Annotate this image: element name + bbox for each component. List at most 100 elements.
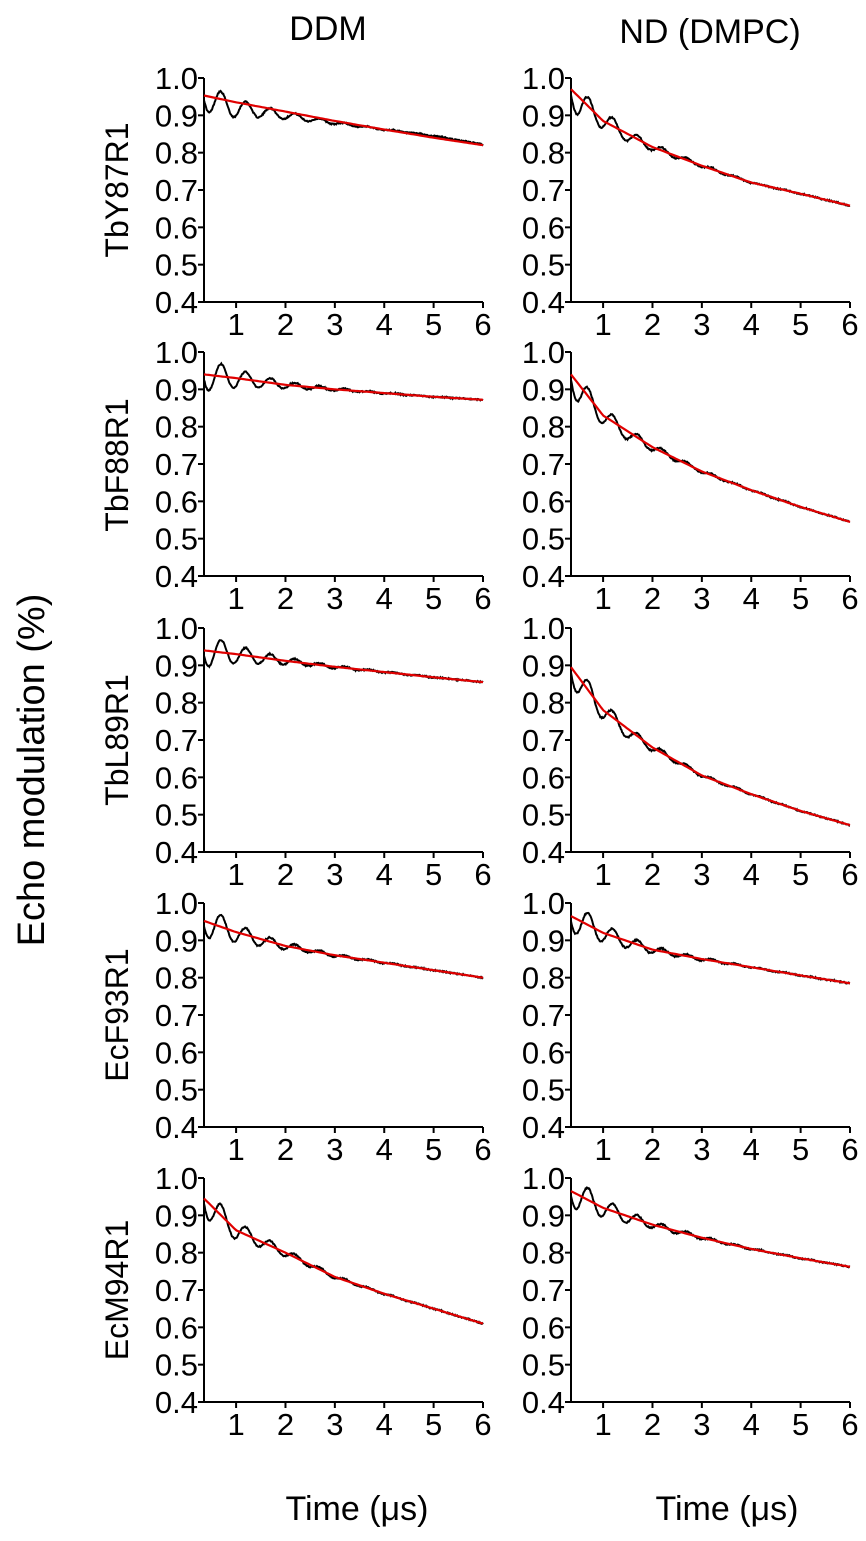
x-tick-label: 6 <box>841 307 858 342</box>
data-trace <box>203 89 484 147</box>
x-tick-label: 1 <box>594 1407 611 1442</box>
x-tick-label: 5 <box>425 307 442 342</box>
x-tick-label: 2 <box>644 307 661 342</box>
x-tick-label: 5 <box>425 857 442 892</box>
y-tick-label: 1.0 <box>522 61 565 96</box>
panel-tbf88r1-ddm: 0.40.50.60.70.80.91.0 1 2 3 4 5 6 <box>155 335 492 616</box>
x-tick-label: 6 <box>841 857 858 892</box>
x-tick-label: 1 <box>227 1132 244 1167</box>
row-label-tbl89r1: TbL89R1 <box>99 674 135 806</box>
x-tick-label: 2 <box>277 307 294 342</box>
y-tick-label: 0.6 <box>522 484 565 519</box>
panel-ecf93r1-nd-dmpc: 0.40.50.60.70.80.91.0 1 2 3 4 5 6 <box>522 886 859 1167</box>
y-tick-label: 0.4 <box>155 285 198 320</box>
fit-curve <box>203 94 484 147</box>
y-tick-label: 0.8 <box>155 686 198 721</box>
x-tick-label: 5 <box>792 857 809 892</box>
y-tick-label: 0.4 <box>155 1110 198 1145</box>
x-tick-label: 5 <box>425 1132 442 1167</box>
y-tick-label: 0.8 <box>155 1236 198 1271</box>
x-tick-label: 4 <box>743 1407 760 1442</box>
y-tick-label: 0.5 <box>522 798 565 833</box>
panel-ecf93r1-ddm: 0.40.50.60.70.80.91.0 1 2 3 4 5 6 <box>155 886 492 1167</box>
y-tick-label: 0.7 <box>522 723 565 758</box>
x-tick-label: 1 <box>227 1407 244 1442</box>
x-tick-label: 1 <box>594 581 611 616</box>
x-tick-label: 3 <box>693 307 710 342</box>
data-trace <box>570 1186 851 1269</box>
y-tick-label: 0.5 <box>155 1348 198 1383</box>
y-tick-label: 1.0 <box>522 611 565 646</box>
x-tick-label: 2 <box>644 1407 661 1442</box>
y-tick-label: 0.6 <box>522 210 565 245</box>
x-tick-label: 6 <box>474 307 491 342</box>
x-tick-label: 3 <box>326 857 343 892</box>
x-tick-label: 4 <box>376 857 393 892</box>
y-tick-label: 0.5 <box>155 248 198 283</box>
data-trace <box>203 1202 484 1326</box>
y-tick-label: 0.4 <box>522 1385 565 1420</box>
y-tick-label: 0.6 <box>155 760 198 795</box>
y-tick-label: 0.9 <box>155 923 198 958</box>
data-trace <box>570 672 851 827</box>
y-tick-label: 1.0 <box>155 335 198 370</box>
fit-curve <box>570 373 851 523</box>
fit-curve <box>570 915 851 985</box>
row-label-ecf93r1: EcF93R1 <box>99 948 135 1081</box>
y-tick-label: 0.9 <box>522 648 565 683</box>
x-tick-label: 1 <box>594 857 611 892</box>
y-tick-label: 0.7 <box>522 998 565 1033</box>
y-tick-label: 0.4 <box>155 835 198 870</box>
y-tick-label: 0.8 <box>155 136 198 171</box>
y-tick-label: 0.9 <box>155 1198 198 1233</box>
fit-curve <box>203 919 484 979</box>
x-tick-label: 6 <box>474 581 491 616</box>
y-tick-label: 0.9 <box>155 98 198 133</box>
x-tick-label: 1 <box>594 307 611 342</box>
x-tick-label: 6 <box>474 857 491 892</box>
y-tick-label: 1.0 <box>155 61 198 96</box>
x-tick-label: 6 <box>841 1132 858 1167</box>
x-tick-label: 5 <box>792 1132 809 1167</box>
row-label-tbf88r1: TbF88R1 <box>99 398 135 531</box>
x-axis-label-left: Time (μs) <box>286 1490 429 1528</box>
x-tick-label: 4 <box>376 307 393 342</box>
panel-tbf88r1-nd-dmpc: 0.40.50.60.70.80.91.0 1 2 3 4 5 6 <box>522 335 859 616</box>
y-tick-label: 0.7 <box>522 1273 565 1308</box>
y-tick-label: 0.6 <box>522 760 565 795</box>
y-axis-label: Echo modulation (%) <box>11 594 53 947</box>
panel-tbl89r1-nd-dmpc: 0.40.50.60.70.80.91.0 1 2 3 4 5 6 <box>522 611 859 892</box>
y-tick-label: 0.7 <box>155 447 198 482</box>
panels: 0.40.50.60.70.80.91.01 2 3 4 5 60.40.50.60.70… <box>155 61 859 1442</box>
y-tick-label: 0.6 <box>522 1035 565 1070</box>
y-tick-label: 0.7 <box>522 447 565 482</box>
y-tick-label: 0.8 <box>522 686 565 721</box>
x-tick-label: 3 <box>693 857 710 892</box>
x-tick-label: 3 <box>693 581 710 616</box>
y-tick-label: 0.9 <box>522 923 565 958</box>
x-tick-label: 5 <box>792 307 809 342</box>
y-tick-label: 0.4 <box>522 559 565 594</box>
x-tick-label: 6 <box>841 1407 858 1442</box>
panel-tbl89r1-ddm: 0.40.50.60.70.80.91.0 1 2 3 4 5 6 <box>155 611 492 892</box>
x-tick-label: 4 <box>743 581 760 616</box>
x-tick-label: 2 <box>644 1132 661 1167</box>
data-trace <box>570 911 851 985</box>
x-tick-label: 4 <box>743 857 760 892</box>
x-tick-label: 2 <box>277 857 294 892</box>
fit-curve <box>570 1190 851 1268</box>
y-tick-label: 0.8 <box>155 410 198 445</box>
x-tick-label: 4 <box>743 307 760 342</box>
y-tick-label: 0.7 <box>155 173 198 208</box>
x-tick-label: 4 <box>743 1132 760 1167</box>
x-tick-label: 5 <box>792 1407 809 1442</box>
y-tick-label: 0.7 <box>522 173 565 208</box>
fit-curve <box>570 88 851 207</box>
y-tick-label: 0.6 <box>155 210 198 245</box>
x-tick-label: 5 <box>425 1407 442 1442</box>
y-tick-label: 1.0 <box>522 335 565 370</box>
y-tick-label: 0.6 <box>155 1310 198 1345</box>
y-tick-label: 0.5 <box>522 1348 565 1383</box>
data-trace <box>570 94 851 207</box>
